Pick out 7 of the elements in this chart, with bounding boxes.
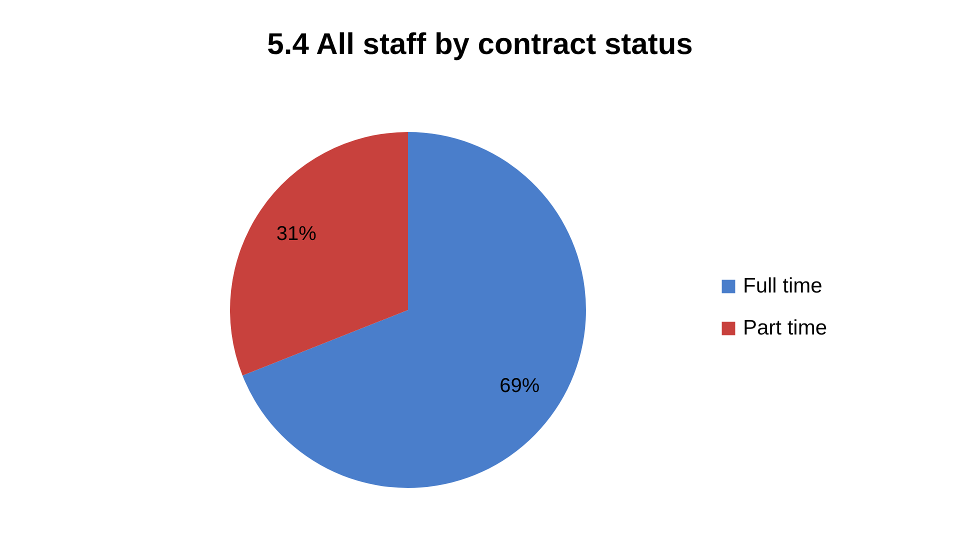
data-label: 31% <box>276 223 317 246</box>
data-label: 69% <box>500 374 540 397</box>
legend-label: Part time <box>743 316 828 340</box>
pie-slice <box>242 132 586 488</box>
pie-slice <box>230 132 408 376</box>
legend-label: Full time <box>743 274 822 298</box>
chart-title: 5.4 All staff by contract status <box>267 28 693 61</box>
